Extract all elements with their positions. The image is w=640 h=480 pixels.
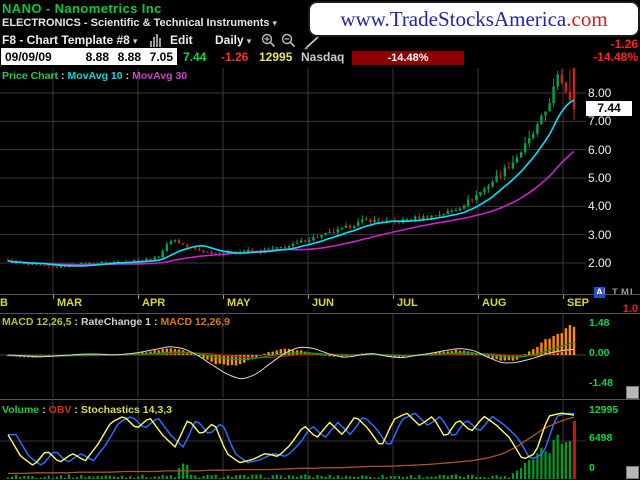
chevron-down-icon: ▾ — [132, 36, 138, 46]
legend-item: MovAvg 30 — [132, 70, 188, 82]
change-value-right: -1.26 — [610, 37, 638, 51]
change-value: -1.26 — [221, 50, 249, 64]
month-label: SEP — [567, 297, 590, 309]
price-tick-label: 6.00 — [588, 143, 612, 157]
month-label: MAR — [57, 297, 83, 309]
volume-tick-label: 6498 — [589, 432, 613, 444]
zoom-out-button[interactable] — [281, 33, 296, 48]
legend-item: OBV — [48, 404, 72, 416]
legend-item: Stochastics 14,3,3 — [80, 404, 172, 416]
legend-item: MovAvg 10 — [67, 70, 123, 82]
scroll-down-button[interactable] — [626, 466, 639, 479]
scale-button-l[interactable]: L — [630, 287, 636, 298]
legend-item: Price Chart — [2, 70, 59, 82]
scale-button-a[interactable]: A — [594, 287, 605, 298]
open-value: 8.88 — [85, 49, 109, 64]
volume-chart-canvas[interactable] — [0, 400, 586, 480]
month-label: APR — [142, 297, 166, 309]
month-label: JUN — [312, 297, 335, 309]
macd-tick-label: -1.48 — [589, 377, 613, 389]
sector-label: ELECTRONICS - Scientific & Technical Ins… — [2, 17, 270, 29]
legend-item: MACD 12,26,5 — [2, 316, 72, 328]
scale-button-l[interactable]: L — [603, 287, 609, 298]
price-chart-legend: Price Chart: MovAvg 10: MovAvg 30 — [2, 70, 188, 82]
chevron-down-icon: ▾ — [272, 18, 278, 28]
banner-text: www.TradeStocksAmerica — [340, 6, 567, 31]
zoom-in-button[interactable] — [261, 33, 276, 48]
macd-tick-label: 1.48 — [589, 317, 610, 329]
volume-value: 12995 — [259, 50, 293, 64]
price-tick-label: 4.00 — [588, 199, 612, 213]
price-chart-canvas[interactable] — [0, 68, 586, 294]
pencil-icon — [304, 36, 319, 50]
sector-dropdown[interactable]: ELECTRONICS - Scientific & Technical Ins… — [2, 17, 277, 29]
scale-button-m[interactable]: M — [621, 287, 629, 298]
volume-tick-label: 0 — [589, 462, 595, 474]
low-value: 7.05 — [149, 49, 173, 64]
panel-divider — [0, 294, 640, 295]
month-label: JUL — [397, 297, 418, 309]
exchange-label: Nasdaq — [301, 50, 345, 64]
macd-chart-canvas[interactable] — [0, 314, 586, 398]
pct-change-badge: -14.48% — [352, 51, 464, 65]
chart-type-icon[interactable] — [150, 34, 161, 47]
banner-suffix: .com — [566, 6, 608, 31]
magnifier-plus-icon — [261, 33, 276, 48]
month-label: B — [0, 297, 8, 309]
price-tick-label: 8.00 — [588, 86, 612, 100]
period-label: Daily — [215, 33, 244, 47]
legend-item: RateChange 1 — [80, 316, 151, 328]
panel-divider — [0, 399, 640, 400]
magnifier-minus-icon — [281, 33, 296, 48]
scale-button-t[interactable]: T — [612, 287, 618, 298]
price-tick-label: 3.00 — [588, 228, 612, 242]
high-value: 8.88 — [117, 49, 141, 64]
template-label: F8 - Chart Template #8 — [2, 33, 130, 47]
legend-item: Volume — [2, 404, 40, 416]
volume-tick-label: 12995 — [589, 404, 619, 416]
banner-link[interactable]: www.TradeStocksAmerica .com — [308, 1, 640, 37]
last-price-tag: 7.44 — [586, 101, 632, 116]
price-tick-label: 5.00 — [588, 171, 612, 185]
price-tick-label: 2.00 — [588, 256, 612, 270]
month-label: MAY — [227, 297, 251, 309]
macd-legend: MACD 12,26,5: RateChange 1: MACD 12,26,9 — [2, 316, 230, 328]
edit-button[interactable]: Edit — [170, 33, 193, 47]
panel-divider — [0, 313, 640, 314]
macd-tick-label: 0.00 — [589, 347, 610, 359]
period-dropdown[interactable]: Daily ▾ — [215, 33, 251, 47]
template-dropdown[interactable]: F8 - Chart Template #8 ▾ — [2, 33, 137, 47]
scroll-up-button[interactable] — [626, 386, 639, 399]
draw-pencil-button[interactable] — [303, 35, 321, 51]
date-field[interactable]: 09/09/09 — [5, 49, 52, 64]
legend-item: MACD 12,26,9 — [160, 316, 230, 328]
month-label: AUG — [482, 297, 507, 309]
symbol-title: NANO - Nanometrics Inc — [2, 1, 162, 16]
price-tick-label: 7.00 — [588, 114, 612, 128]
volume-legend: Volume: OBV: Stochastics 14,3,3 — [2, 404, 172, 416]
last-value: 7.44 — [183, 50, 207, 64]
pct-change-right: -14.48% — [593, 50, 638, 64]
quote-box: 09/09/09 8.88 8.88 7.05 — [1, 48, 177, 65]
chevron-down-icon: ▾ — [246, 36, 252, 46]
scale-factor-label: 1.0 — [622, 303, 638, 315]
